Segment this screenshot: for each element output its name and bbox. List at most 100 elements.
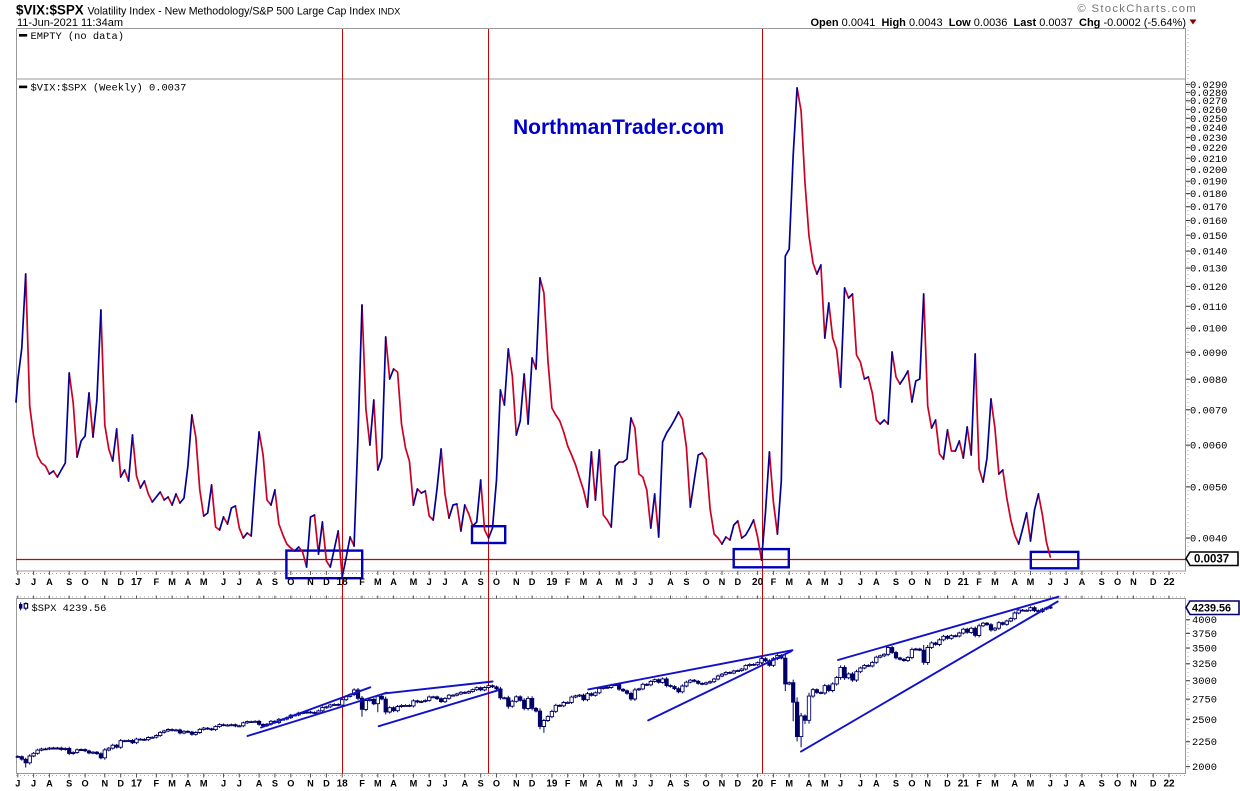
svg-text:J: J (1064, 779, 1069, 789)
svg-text:M: M (580, 779, 588, 789)
svg-text:J: J (1064, 577, 1069, 587)
svg-text:J: J (838, 779, 843, 789)
svg-text:M: M (1027, 779, 1035, 789)
svg-text:N: N (307, 577, 314, 587)
svg-text:F: F (976, 577, 982, 587)
svg-text:0.0080: 0.0080 (1190, 375, 1227, 387)
svg-text:M: M (168, 577, 176, 587)
svg-text:N: N (101, 577, 108, 587)
svg-text:O: O (493, 577, 500, 587)
svg-text:S: S (1099, 577, 1105, 587)
svg-text:F: F (359, 577, 365, 587)
svg-text:D: D (944, 779, 951, 789)
svg-text:J: J (221, 779, 226, 789)
svg-text:J: J (858, 779, 863, 789)
svg-text:20: 20 (752, 779, 764, 790)
svg-text:F: F (771, 779, 777, 789)
svg-text:O: O (287, 779, 294, 789)
svg-text:N: N (924, 779, 931, 789)
svg-text:0.0230: 0.0230 (1190, 133, 1227, 145)
svg-text:M: M (615, 779, 623, 789)
svg-text:17: 17 (131, 577, 143, 588)
svg-text:N: N (1130, 779, 1137, 789)
svg-text:4239.56: 4239.56 (1192, 603, 1231, 615)
svg-text:J: J (1048, 779, 1053, 789)
svg-text:0.0170: 0.0170 (1190, 202, 1227, 214)
svg-text:F: F (565, 577, 571, 587)
svg-text:0.0040: 0.0040 (1190, 534, 1227, 546)
svg-text:0.0290: 0.0290 (1190, 80, 1227, 92)
svg-text:M: M (785, 577, 793, 587)
svg-text:A: A (390, 577, 397, 587)
svg-text:S: S (478, 577, 484, 587)
svg-text:O: O (82, 577, 89, 587)
svg-text:D: D (734, 779, 741, 789)
svg-text:O: O (1114, 577, 1121, 587)
svg-text:S: S (893, 577, 899, 587)
svg-text:D: D (944, 577, 951, 587)
svg-text:F: F (153, 779, 159, 789)
svg-text:0.0270: 0.0270 (1190, 96, 1227, 108)
svg-text:2000: 2000 (1192, 762, 1217, 774)
svg-text:0.0200: 0.0200 (1190, 165, 1227, 177)
svg-text:M: M (410, 577, 418, 587)
svg-text:0.0190: 0.0190 (1190, 177, 1227, 189)
svg-text:M: M (821, 577, 829, 587)
svg-text:M: M (374, 779, 382, 789)
svg-text:F: F (565, 779, 571, 789)
svg-text:A: A (1011, 779, 1018, 789)
svg-text:A: A (667, 577, 674, 587)
svg-text:J: J (31, 779, 36, 789)
svg-text:N: N (513, 577, 520, 587)
svg-text:A: A (256, 577, 263, 587)
svg-text:J: J (237, 779, 242, 789)
svg-text:O: O (82, 779, 89, 789)
svg-text:0.0037: 0.0037 (1194, 554, 1229, 566)
svg-text:J: J (442, 779, 447, 789)
svg-text:0.0060: 0.0060 (1190, 441, 1227, 453)
svg-text:$VIX:$SPX (Weekly) 0.0037: $VIX:$SPX (Weekly) 0.0037 (31, 83, 187, 95)
svg-text:J: J (648, 577, 653, 587)
svg-text:A: A (596, 779, 603, 789)
svg-text:A: A (256, 779, 263, 789)
svg-text:21: 21 (958, 577, 970, 588)
svg-text:M: M (991, 577, 999, 587)
svg-text:D: D (529, 779, 536, 789)
svg-text:A: A (46, 577, 53, 587)
svg-text:A: A (1011, 577, 1018, 587)
svg-text:O: O (908, 779, 915, 789)
svg-text:A: A (596, 577, 603, 587)
svg-text:D: D (117, 779, 124, 789)
svg-text:Open 0.0041 High 0.0043 Low: Open 0.0041 High 0.0043 Low 0.0036 Last … (810, 17, 1186, 29)
svg-text:J: J (221, 577, 226, 587)
svg-text:D: D (117, 577, 124, 587)
svg-text:0.0280: 0.0280 (1190, 88, 1227, 100)
svg-text:17: 17 (131, 779, 143, 790)
svg-text:J: J (442, 577, 447, 587)
svg-text:2250: 2250 (1192, 737, 1217, 749)
svg-text:M: M (821, 779, 829, 789)
svg-text:D: D (734, 577, 741, 587)
svg-text:A: A (806, 779, 813, 789)
svg-text:F: F (976, 779, 982, 789)
svg-text:0.0110: 0.0110 (1190, 302, 1227, 314)
svg-text:2500: 2500 (1192, 715, 1217, 727)
svg-text:J: J (15, 779, 20, 789)
svg-text:0.0220: 0.0220 (1190, 143, 1227, 155)
svg-text:A: A (806, 577, 813, 587)
svg-text:O: O (703, 577, 710, 587)
svg-text:J: J (427, 779, 432, 789)
svg-text:S: S (66, 779, 72, 789)
svg-text:J: J (858, 577, 863, 587)
svg-text:0.0100: 0.0100 (1190, 324, 1227, 336)
svg-text:$VIX:$SPX Volatility Index - N: $VIX:$SPX Volatility Index - New Methodo… (16, 3, 400, 18)
svg-text:0.0210: 0.0210 (1190, 154, 1227, 166)
svg-text:N: N (719, 779, 726, 789)
svg-text:0.0050: 0.0050 (1190, 482, 1227, 494)
svg-text:O: O (493, 779, 500, 789)
svg-text:18: 18 (337, 577, 349, 588)
svg-text:J: J (838, 577, 843, 587)
svg-text:0.0240: 0.0240 (1190, 123, 1227, 135)
svg-text:M: M (200, 577, 208, 587)
svg-text:S: S (272, 779, 278, 789)
